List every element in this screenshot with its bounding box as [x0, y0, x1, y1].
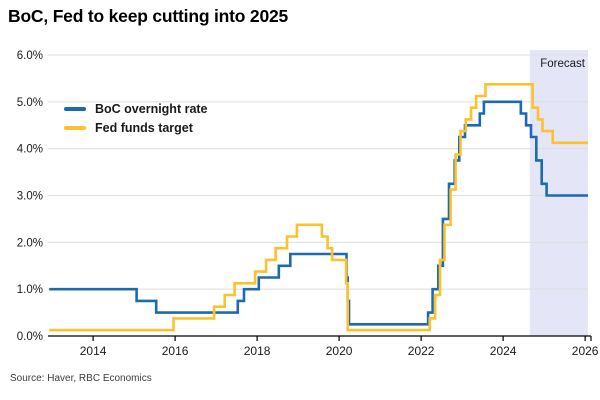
x-tick-label: 2020	[326, 344, 353, 358]
legend-item-boc: BoC overnight rate	[64, 102, 208, 116]
x-tick-label: 2022	[408, 344, 435, 358]
fed-rate-line	[49, 83, 588, 332]
legend-label-fed: Fed funds target	[95, 121, 193, 135]
y-tick-label: 1.0%	[17, 284, 43, 296]
x-tick-label: 2026	[572, 344, 599, 358]
legend-label-boc: BoC overnight rate	[95, 102, 208, 116]
legend-item-fed: Fed funds target	[64, 121, 208, 135]
fed-line-swatch	[64, 126, 86, 130]
x-tick-label: 2016	[162, 344, 189, 358]
x-tick-label: 2024	[490, 344, 517, 358]
chart-legend: BoC overnight rate Fed funds target	[64, 102, 208, 135]
y-tick-label: 5.0%	[17, 97, 43, 109]
y-tick-label: 2.0%	[17, 237, 43, 249]
boc-line-swatch	[64, 107, 86, 111]
y-tick-label: 6.0%	[17, 50, 43, 62]
boc-rate-line	[49, 100, 588, 326]
y-tick-label: 0.0%	[17, 331, 43, 343]
y-tick-label: 4.0%	[17, 144, 43, 156]
forecast-band	[529, 50, 588, 336]
x-tick-label: 2018	[244, 344, 271, 358]
forecast-band-label: Forecast	[540, 58, 585, 70]
source-note: Source: Haver, RBC Economics	[10, 373, 152, 384]
chart-title: BoC, Fed to keep cutting into 2025	[8, 6, 289, 26]
y-tick-label: 3.0%	[17, 191, 43, 203]
x-tick-label: 2014	[80, 344, 107, 358]
